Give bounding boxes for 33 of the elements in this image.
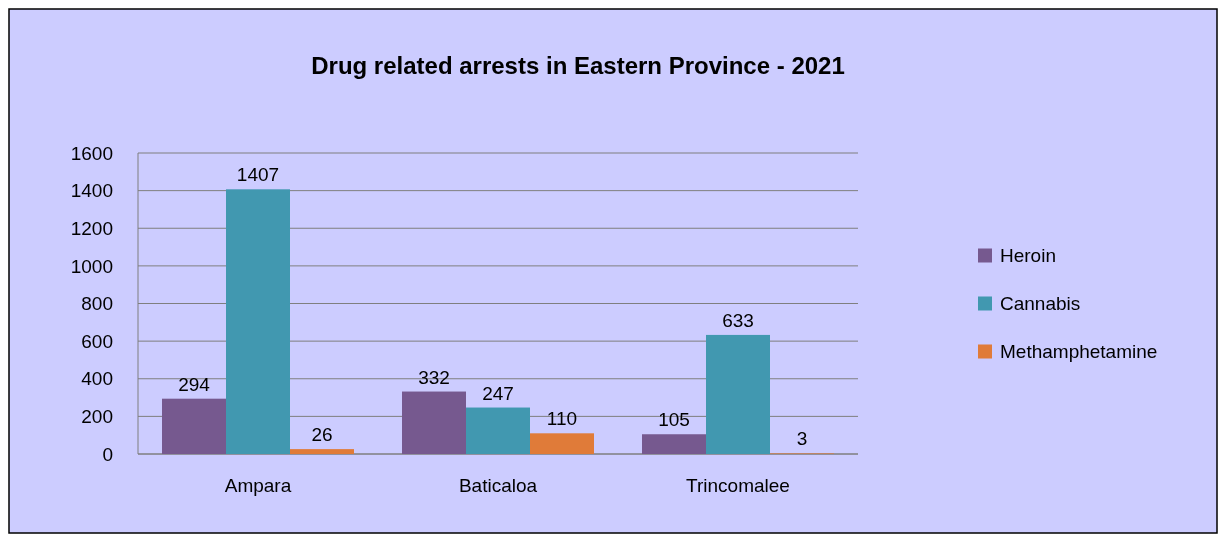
y-tick-label: 800 (81, 293, 113, 315)
y-tick-label: 1600 (70, 142, 113, 164)
data-label: 26 (311, 424, 333, 446)
bar (290, 449, 354, 454)
y-tick-label: 400 (81, 368, 113, 390)
x-tick-label: Baticaloa (458, 475, 538, 496)
bar (162, 398, 226, 454)
y-tick-label: 1400 (70, 180, 113, 202)
bar (706, 334, 770, 454)
data-label: 294 (178, 373, 211, 395)
y-tick-label: 200 (81, 406, 113, 428)
legend-label: Methamphetamine (1000, 341, 1158, 363)
bar (530, 433, 594, 454)
y-tick-label: 600 (81, 330, 113, 352)
y-tick-label: 1000 (70, 255, 113, 277)
chart-title: Drug related arrests in Eastern Province - 2021 (311, 52, 845, 79)
legend-label: Heroin (1000, 245, 1056, 267)
bar (226, 189, 290, 454)
bar (642, 434, 706, 454)
data-label: 1407 (236, 164, 280, 186)
bar (466, 407, 530, 454)
data-label: 110 (546, 408, 578, 430)
data-label: 247 (482, 382, 514, 404)
data-label: 332 (418, 366, 450, 388)
bar (402, 391, 466, 454)
data-label: 3 (796, 428, 808, 450)
x-tick-label: Trincomalee (686, 475, 790, 496)
data-label: 633 (722, 309, 754, 331)
y-tick-label: 0 (102, 443, 113, 465)
y-tick-label: 1200 (70, 217, 113, 239)
legend-label: Cannabis (1000, 293, 1081, 315)
data-label: 105 (658, 409, 690, 431)
x-tick-label: Ampara (224, 475, 292, 496)
